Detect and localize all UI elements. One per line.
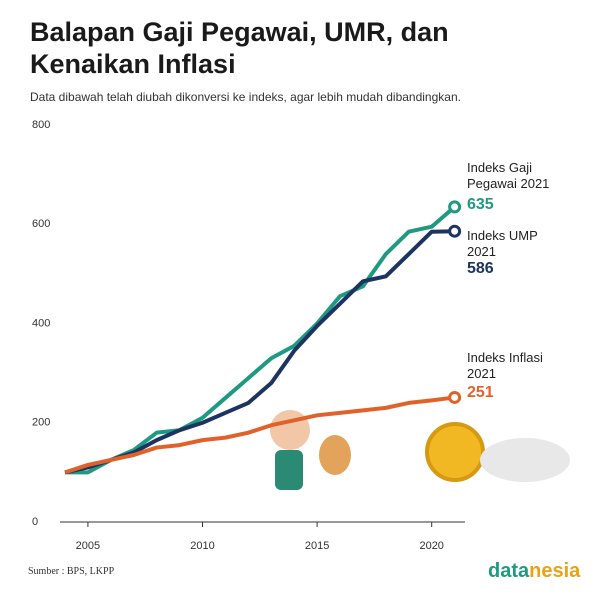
data-label: 586 xyxy=(467,260,494,277)
x-tick-label: 2020 xyxy=(419,540,443,552)
chart-title: Balapan Gaji Pegawai, UMR, dan Kenaikan … xyxy=(30,17,449,79)
brand-part: data xyxy=(488,560,530,582)
x-tick-label: 2005 xyxy=(76,540,100,552)
x-tick-label: 2015 xyxy=(305,540,329,552)
end-marker xyxy=(448,390,462,404)
series-label: Indeks Inflasi 2021 xyxy=(467,350,543,381)
x-tick-label: 2010 xyxy=(190,540,214,552)
y-tick-label: 0 xyxy=(32,516,38,528)
y-tick-label: 800 xyxy=(32,119,50,131)
series-label: Indeks Gaji Pegawai 2021 xyxy=(467,160,550,191)
y-tick-label: 400 xyxy=(32,317,50,329)
chart-subtitle: Data dibawah telah diubah dikonversi ke … xyxy=(30,90,461,104)
y-tick-label: 600 xyxy=(32,218,50,230)
end-marker xyxy=(448,224,462,238)
end-marker xyxy=(448,200,462,214)
illustration xyxy=(270,410,570,490)
series-line xyxy=(64,395,455,475)
series-line xyxy=(65,205,456,475)
y-tick-label: 200 xyxy=(32,417,50,429)
brand-part: nesia xyxy=(529,560,581,582)
data-label: 251 xyxy=(467,384,494,401)
brand: datanesia xyxy=(488,560,580,583)
source: Sumber : BPS, LKPP xyxy=(28,566,115,577)
series-label: Indeks UMP 2021 xyxy=(467,228,538,259)
series-line xyxy=(64,229,455,475)
data-label: 635 xyxy=(467,196,494,213)
